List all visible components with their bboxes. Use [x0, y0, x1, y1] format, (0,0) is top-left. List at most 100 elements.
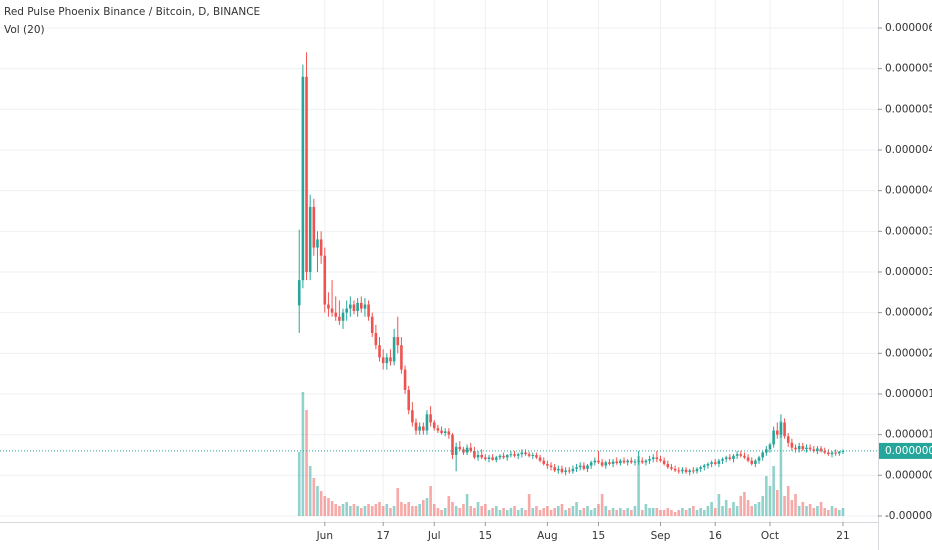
volume-bar: [768, 486, 772, 516]
candle-body: [297, 280, 301, 306]
volume-bar: [524, 510, 527, 516]
candle-body: [469, 447, 473, 451]
candle-body: [794, 447, 797, 450]
volume-bar: [688, 508, 692, 516]
volume-bar: [436, 508, 440, 516]
volume-bar: [425, 498, 429, 516]
candle-body: [480, 454, 483, 458]
candle-body: [662, 460, 666, 464]
volume-bar: [619, 508, 622, 516]
volume-bar: [827, 510, 830, 516]
candle-body: [724, 457, 728, 460]
candle-body: [819, 448, 823, 451]
volume-bar: [611, 508, 615, 516]
volume-bar: [794, 494, 797, 516]
candle-body: [812, 449, 816, 451]
volume-bar: [338, 506, 341, 516]
candle-body: [458, 446, 462, 450]
candle-body: [640, 460, 644, 463]
volume-bar: [469, 506, 473, 516]
candle-body: [341, 312, 345, 321]
candle-body: [349, 304, 352, 309]
candle-body: [790, 442, 794, 448]
volume-bar: [312, 478, 316, 516]
volume-bar: [330, 501, 334, 516]
volume-bar: [319, 491, 323, 516]
candle-body: [746, 457, 750, 461]
volume-bar: [721, 506, 724, 516]
volume-bar: [819, 502, 823, 516]
volume-bar: [557, 506, 560, 516]
candle-body: [491, 457, 494, 460]
volume-bar: [396, 488, 400, 516]
candle-body: [721, 459, 724, 461]
candle-body: [772, 430, 775, 445]
volume-bar: [535, 506, 538, 516]
candle-body: [447, 431, 451, 435]
candle-body: [684, 469, 688, 473]
volume-bar: [597, 504, 600, 516]
volume-bar: [586, 506, 589, 516]
candle-body: [305, 76, 308, 272]
candle-body: [403, 369, 407, 390]
x-tick-label: Aug: [537, 530, 558, 542]
volume-bar: [659, 510, 662, 516]
volume-bar: [527, 494, 531, 516]
candle-body: [440, 430, 443, 434]
candle-body: [338, 316, 341, 321]
candle-body: [345, 308, 348, 313]
x-tick-label: Jul: [427, 530, 441, 542]
candle-body: [513, 454, 516, 456]
volume-bar: [604, 506, 608, 516]
volume-bar: [301, 392, 305, 516]
volume-bar: [790, 500, 794, 516]
candle-body: [688, 470, 692, 473]
candle-body: [443, 431, 447, 434]
candle-body: [586, 465, 589, 469]
candle-body: [378, 345, 381, 358]
y-tick-label: 0.00000500: [885, 103, 932, 115]
candle-body: [754, 460, 757, 464]
volume-bar: [779, 421, 783, 516]
volume-bar: [447, 496, 451, 516]
candle-body: [323, 255, 327, 305]
y-tick-label: 0.00000350: [885, 225, 932, 237]
candle-body: [363, 304, 367, 309]
candle-body: [520, 452, 524, 455]
candle-body: [677, 470, 681, 472]
volume-bar: [546, 506, 549, 516]
candle-body: [301, 76, 305, 281]
candle-body: [564, 470, 567, 473]
candle-body: [487, 457, 491, 460]
volume-bar: [626, 508, 629, 516]
volume-bar: [378, 502, 381, 516]
candle-body: [527, 454, 531, 456]
volume-bar: [692, 506, 695, 516]
volume-bar: [783, 496, 786, 516]
volume-bar: [732, 502, 735, 516]
volume-bar: [549, 510, 553, 516]
volume-bar: [553, 508, 556, 516]
volume-bar: [593, 508, 597, 516]
volume-bar: [356, 506, 359, 516]
volume-bar: [608, 510, 611, 516]
volume-bar: [702, 510, 706, 516]
volume-bar: [418, 504, 421, 516]
volume-bar: [363, 506, 367, 516]
candle-body: [630, 460, 633, 463]
volume-bar: [830, 506, 834, 516]
candle-body: [553, 467, 556, 471]
candle-body: [655, 457, 659, 460]
candle-body: [768, 444, 772, 450]
candle-body: [509, 454, 513, 456]
candle-body: [651, 457, 655, 460]
volume-bar: [567, 508, 571, 516]
volume-bar: [808, 504, 812, 516]
candle-body: [706, 463, 710, 466]
candle-body: [827, 452, 830, 455]
volume-bar: [761, 496, 764, 516]
candle-body: [334, 312, 338, 317]
volume-bar: [622, 510, 626, 516]
candle-body: [786, 436, 790, 443]
candle-body: [600, 462, 604, 466]
